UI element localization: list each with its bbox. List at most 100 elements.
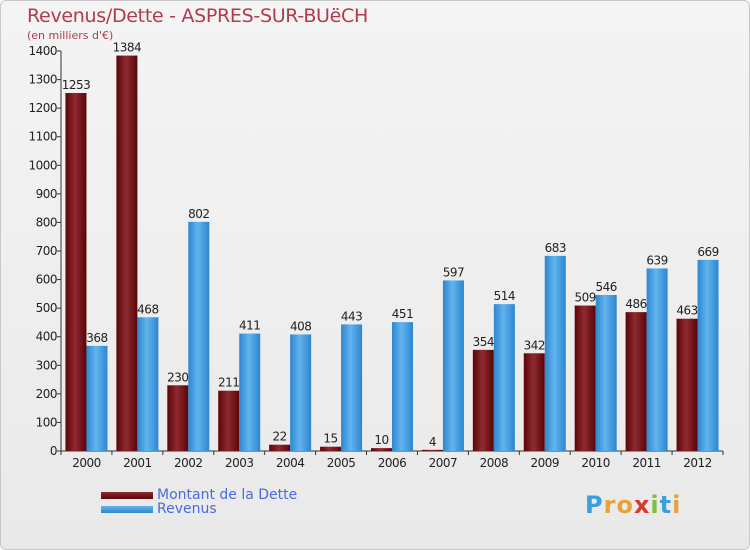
x-tick-label: 2001 <box>123 456 152 470</box>
bar-dette <box>472 349 494 451</box>
legend-swatch-dette <box>101 491 153 499</box>
bar-dette <box>371 448 392 451</box>
bars <box>65 55 719 451</box>
logo-letter: P <box>585 491 604 519</box>
y-axis: 0 100 200 300 400 500 600 700 800 900 1000 1100 1200… <box>28 44 62 458</box>
x-tick-label: 2004 <box>276 456 305 470</box>
bar-dette <box>523 353 545 451</box>
data-label-revenus: 411 <box>239 319 260 333</box>
y-tick-label: 600 <box>36 273 57 287</box>
bar-dette <box>320 446 342 451</box>
data-label-revenus: 683 <box>545 241 566 255</box>
logo-letter: i <box>650 491 660 519</box>
y-tick-label: 500 <box>36 301 57 315</box>
x-tick-label: 2006 <box>378 456 407 470</box>
x-tick-label: 2003 <box>225 456 254 470</box>
data-label-revenus: 546 <box>595 280 616 294</box>
data-label-dette: 10 <box>374 433 388 447</box>
bar-dette <box>218 390 240 451</box>
x-tick-label: 2005 <box>327 456 356 470</box>
bar-dette <box>116 55 138 451</box>
bar-dette <box>167 385 189 451</box>
y-tick-label: 1000 <box>28 158 57 172</box>
bar-revenus <box>137 317 159 451</box>
bar-revenus <box>341 324 363 451</box>
legend-swatch-revenus <box>101 505 153 513</box>
data-label-revenus: 451 <box>392 307 413 321</box>
bar-revenus <box>239 333 261 451</box>
bar-dette <box>269 444 291 451</box>
logo-letter: r <box>603 491 617 519</box>
data-label-dette: 15 <box>323 432 337 446</box>
bar-dette <box>574 305 596 451</box>
data-label-dette: 1253 <box>62 78 91 92</box>
data-label-dette: 22 <box>273 430 287 444</box>
y-tick-label: 400 <box>36 330 57 344</box>
bar-revenus <box>442 280 464 451</box>
y-axis-unit-label: (en milliers d'€) <box>27 29 114 42</box>
data-label-revenus: 514 <box>494 289 515 303</box>
data-label-dette: 4 <box>429 435 436 449</box>
y-tick-label: 200 <box>36 387 57 401</box>
bar-revenus <box>392 322 413 451</box>
logo-letter: o <box>616 491 634 519</box>
x-tick-label: 2002 <box>174 456 203 470</box>
bar-revenus <box>595 295 617 451</box>
data-label-revenus: 468 <box>137 302 158 316</box>
bar-revenus <box>544 255 566 451</box>
x-tick-label: 2012 <box>683 456 712 470</box>
y-tick-label: 900 <box>36 187 57 201</box>
y-tick-label: 1400 <box>28 44 57 58</box>
legend: Montant de la Dette Revenus <box>101 487 298 517</box>
data-label-revenus: 639 <box>646 253 667 267</box>
bar-revenus <box>697 259 719 451</box>
x-tick-label: 2000 <box>72 456 101 470</box>
bar-dette <box>625 312 647 451</box>
y-tick-label: 800 <box>36 215 57 229</box>
data-label-dette: 486 <box>625 297 646 311</box>
y-tick-label: 0 <box>50 444 57 458</box>
bar-dette <box>676 318 698 451</box>
logo-letter: t <box>659 491 673 519</box>
data-label-dette: 342 <box>524 338 545 352</box>
data-label-revenus: 443 <box>341 309 362 323</box>
y-tick-label: 100 <box>36 415 57 429</box>
bar-dette <box>421 449 443 451</box>
y-tick-label: 1200 <box>28 101 57 115</box>
data-label-dette: 1384 <box>113 41 142 55</box>
data-label-dette: 463 <box>676 304 697 318</box>
legend-item-revenus: Revenus <box>101 501 297 517</box>
bar-revenus <box>188 221 210 451</box>
x-axis: 2000 2001 2002 2003 2004 2005 2006 2007 2008 2009… <box>60 450 724 470</box>
legend-label-dette: Montant de la Dette <box>157 487 298 503</box>
legend-label-revenus: Revenus <box>157 501 217 517</box>
data-labels: 1253368138446823080221141122408154431045… <box>62 41 720 449</box>
data-label-revenus: 597 <box>443 265 464 279</box>
bar-revenus <box>290 334 312 451</box>
y-tick-label: 700 <box>36 244 57 258</box>
x-tick-label: 2011 <box>632 456 661 470</box>
data-label-dette: 211 <box>218 376 239 390</box>
data-label-dette: 354 <box>473 335 494 349</box>
x-tick-label: 2008 <box>480 456 509 470</box>
data-label-dette: 230 <box>167 370 188 384</box>
bar-revenus <box>646 268 668 451</box>
proxiti-logo: Proxiti <box>585 491 681 519</box>
logo-letter: i <box>672 491 682 519</box>
logo-letter: x <box>633 491 651 519</box>
bar-revenus <box>493 304 515 451</box>
data-label-revenus: 408 <box>290 319 311 333</box>
data-label-revenus: 669 <box>697 245 718 259</box>
y-tick-label: 1100 <box>28 130 57 144</box>
data-label-dette: 509 <box>574 291 595 305</box>
x-tick-label: 2007 <box>429 456 458 470</box>
y-tick-label: 300 <box>36 358 57 372</box>
y-tick-label: 1300 <box>28 73 57 87</box>
chart-title: Revenus/Dette - ASPRES-SUR-BUëCH <box>27 5 369 27</box>
x-tick-label: 2009 <box>530 456 559 470</box>
x-tick-label: 2010 <box>581 456 610 470</box>
bar-dette <box>65 93 87 451</box>
bar-revenus <box>86 345 108 451</box>
